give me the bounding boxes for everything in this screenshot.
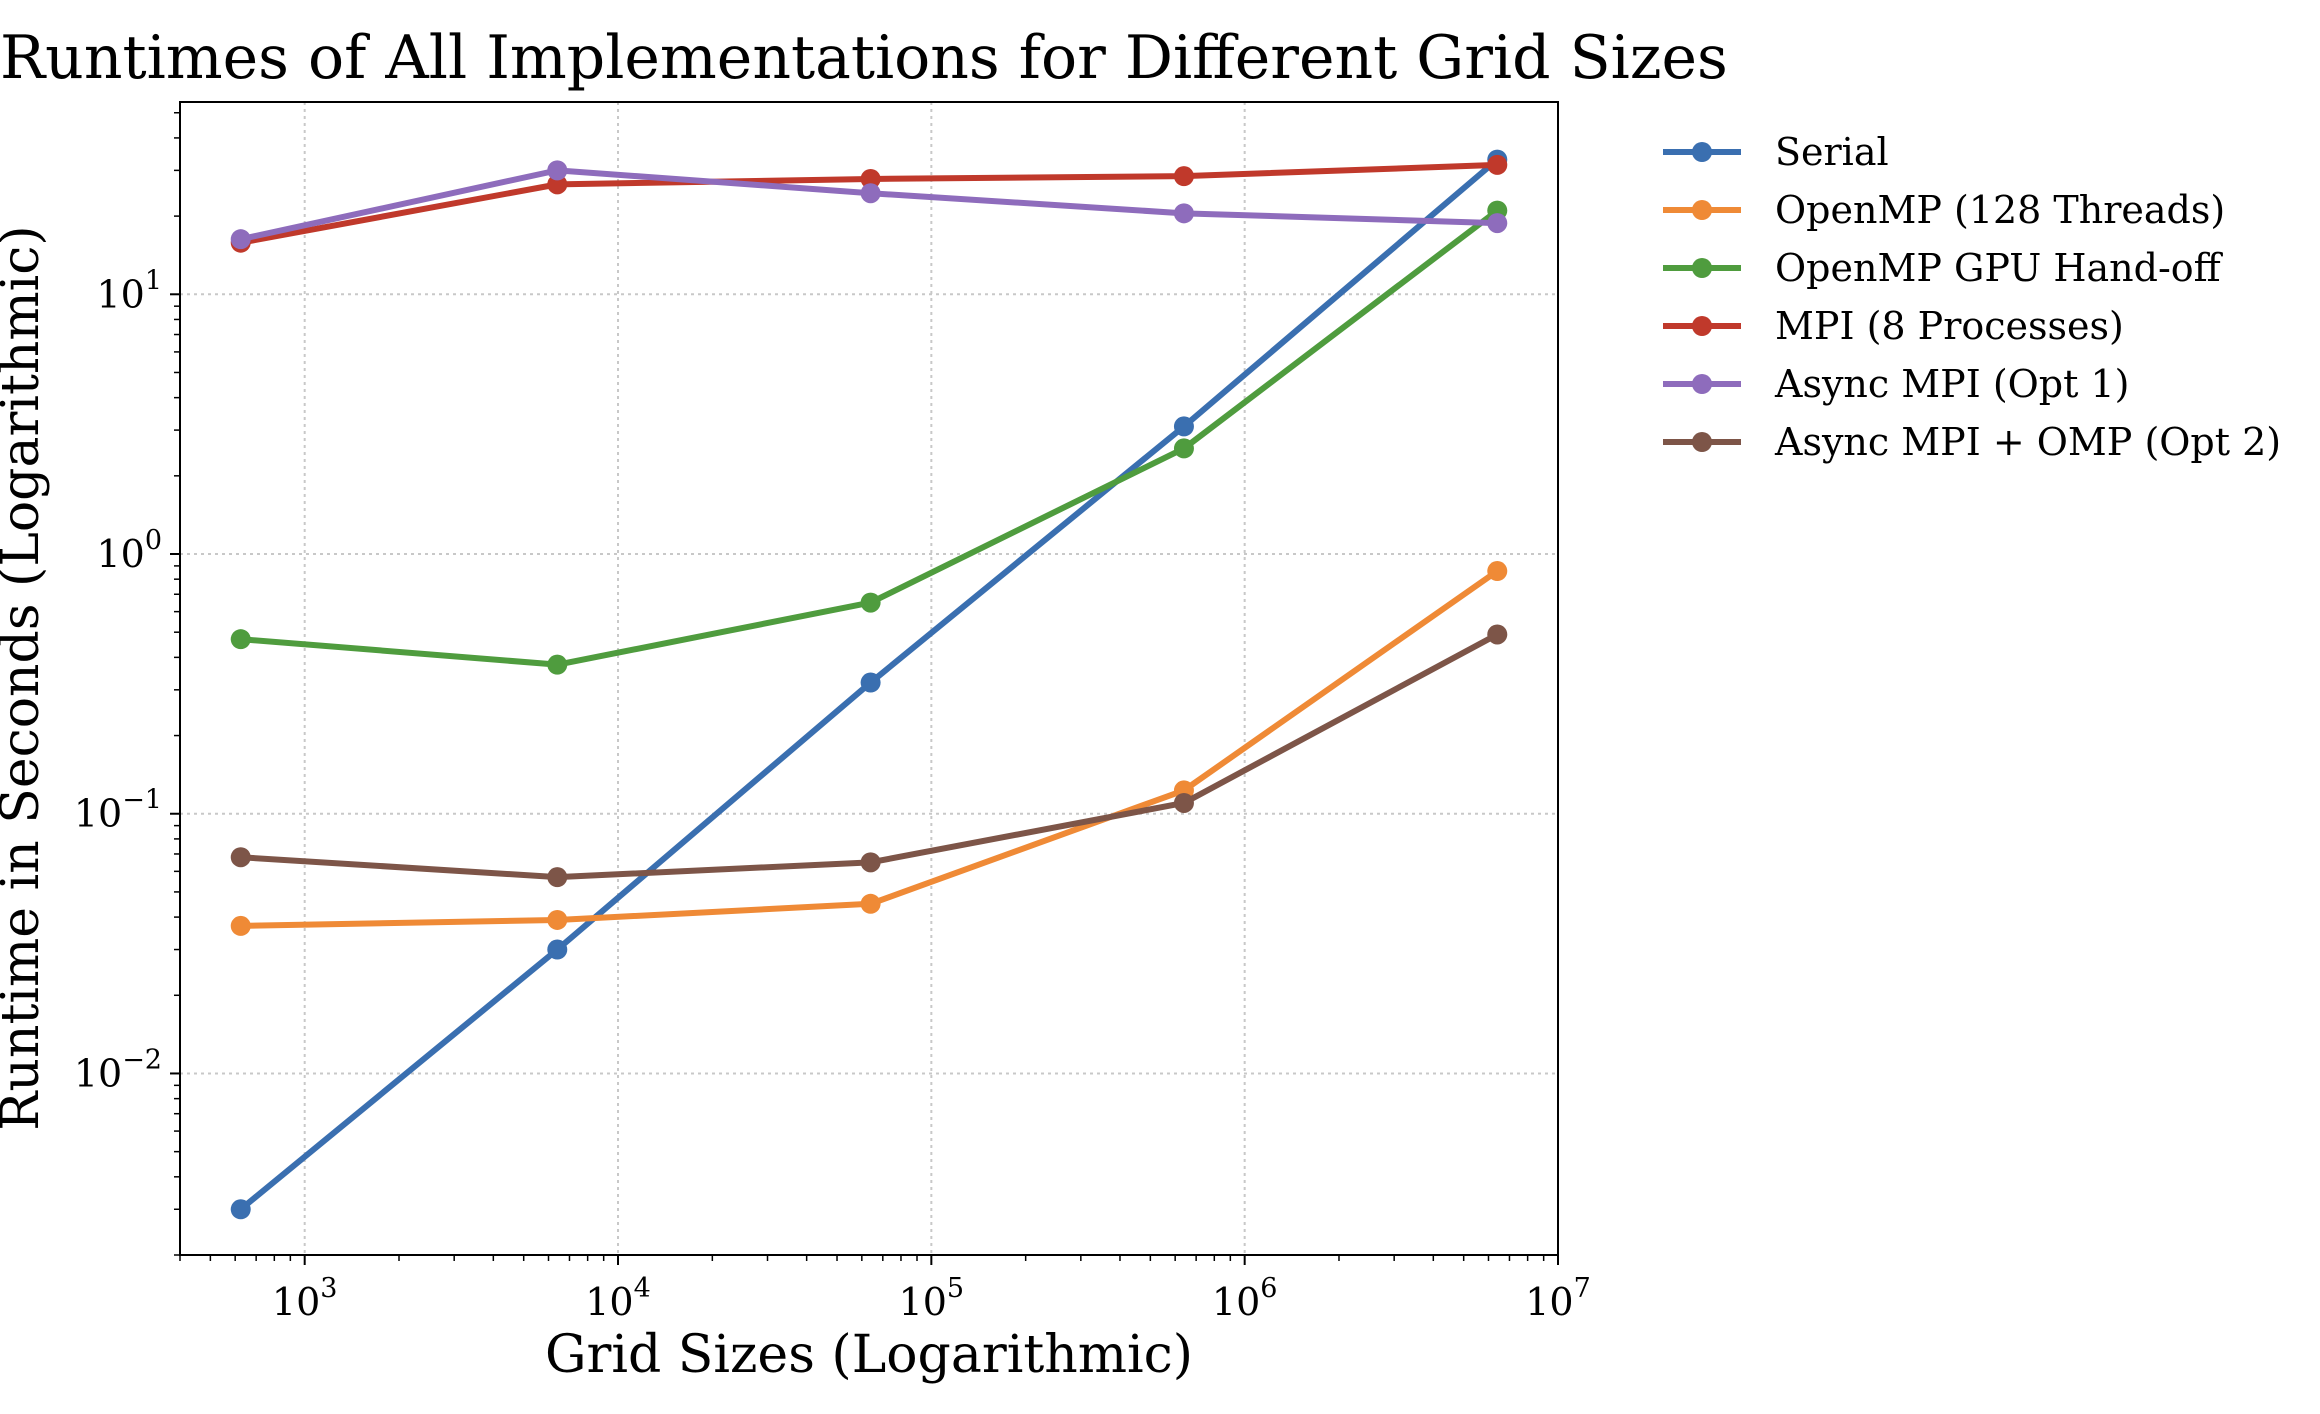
x-tick-label: 106 [1212,1273,1278,1324]
y-axis-label: Runtime in Seconds (Logarithmic) [0,225,51,1130]
data-point [1173,416,1194,437]
series-layer [230,149,1508,1220]
data-point [547,867,568,888]
legend-label: OpenMP GPU Hand-off [1775,246,2224,290]
data-point [1487,154,1508,175]
legend-label: Async MPI (Opt 1) [1774,362,2129,406]
legend-marker [1692,374,1712,394]
y-tick-label: 10−1 [74,785,162,836]
x-tick-label: 103 [272,1273,338,1324]
legend-entry: Async MPI + OMP (Opt 2) [1663,420,2281,464]
data-point [230,847,251,868]
series-openmp-gpu-hand-off [230,200,1508,675]
series-async-mpi-omp-opt-2 [230,624,1508,888]
legend-entry: OpenMP (128 Threads) [1663,188,2225,232]
legend-marker [1692,258,1712,278]
legend-label: Async MPI + OMP (Opt 2) [1774,420,2281,464]
data-point [860,592,881,613]
plot-frame [179,101,1559,1256]
data-point [1173,792,1194,813]
legend-marker [1692,316,1712,336]
series-openmp-128-threads [230,561,1508,936]
data-point [547,654,568,675]
data-point [860,852,881,873]
legend-entry: MPI (8 Processes) [1663,304,2124,348]
x-axis-ticks: 103 104 105 106 107 [272,1255,1591,1324]
series-async-mpi-opt-1 [230,160,1508,250]
data-point [230,629,251,650]
y-tick-label: 100 [96,525,162,576]
legend-entry: Async MPI (Opt 1) [1663,362,2129,406]
data-point [1173,438,1194,459]
data-point [230,1199,251,1220]
data-point [547,160,568,181]
legend-marker [1692,432,1712,452]
data-point [230,915,251,936]
data-point [1487,213,1508,234]
data-point [547,174,568,195]
x-axis-label: Grid Sizes (Logarithmic) [545,1325,1193,1385]
data-point [1487,561,1508,582]
x-tick-label: 105 [899,1273,965,1324]
legend-label: Serial [1775,130,1889,174]
data-point [547,909,568,930]
data-point [1487,624,1508,645]
data-point [860,183,881,204]
data-point [860,168,881,189]
data-point [1173,166,1194,187]
legend: Serial OpenMP (128 Threads) OpenMP GPU Han… [1663,130,2281,464]
legend-marker [1692,142,1712,162]
data-point [230,229,251,250]
legend-label: MPI (8 Processes) [1775,304,2124,348]
x-tick-label: 107 [1525,1273,1591,1324]
legend-entry: Serial [1663,130,1889,174]
y-axis-ticks: 10−2 10−1 100 101 [74,265,180,1095]
y-tick-label: 101 [96,265,162,316]
x-tick-label: 104 [585,1273,651,1324]
data-point [860,672,881,693]
legend-label: OpenMP (128 Threads) [1775,188,2225,232]
chart-title: Runtimes of All Implementations for Diff… [0,23,1728,93]
data-point [547,939,568,960]
y-tick-label: 10−2 [74,1044,162,1095]
data-point [1173,203,1194,224]
data-point [860,893,881,914]
legend-marker [1692,200,1712,220]
legend-entry: OpenMP GPU Hand-off [1663,246,2224,290]
